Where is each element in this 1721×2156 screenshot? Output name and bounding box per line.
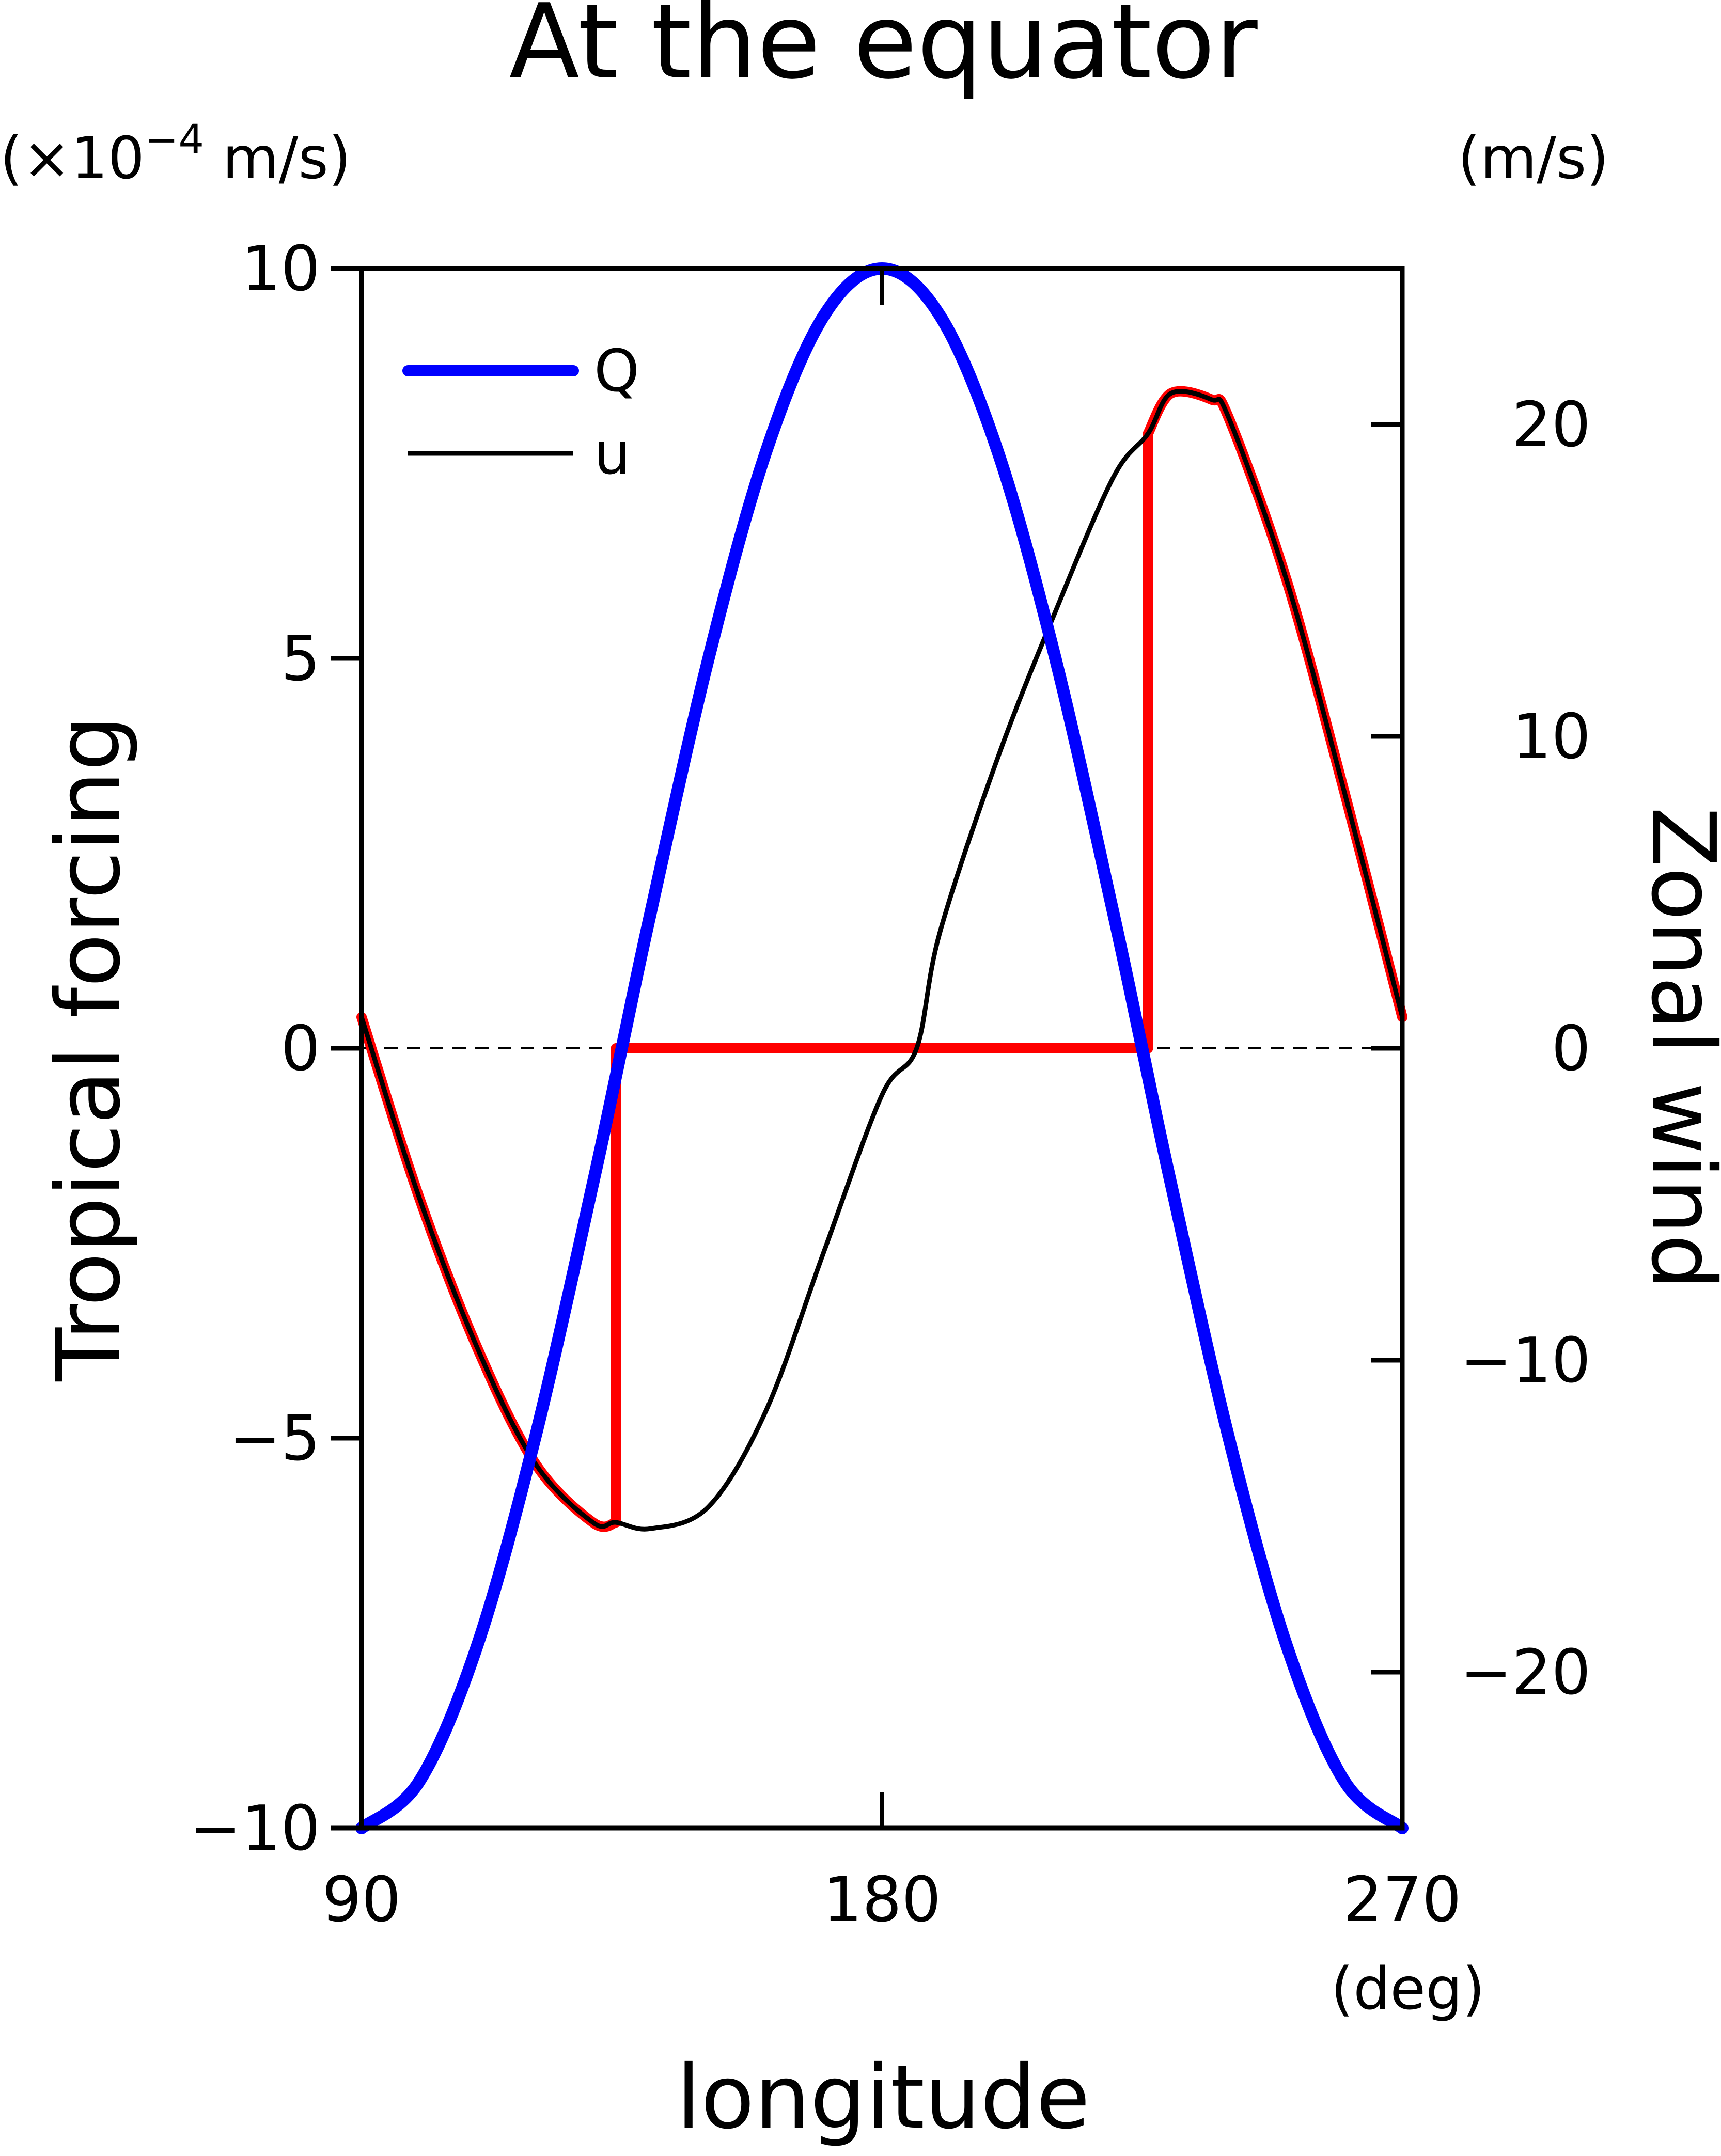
y-tick-label-left: 5 xyxy=(281,623,320,695)
legend: Q u xyxy=(402,338,639,487)
series-u-masked-line xyxy=(356,386,1407,1532)
left-axis-unit-base: (×10 xyxy=(0,125,145,192)
y-tick-label-right: −10 xyxy=(1460,1325,1591,1397)
y-axis-label-left: Tropical forcing xyxy=(38,715,140,1381)
left-axis-unit: (×10−4 m/s) xyxy=(0,117,351,192)
y-tick-label-right: 10 xyxy=(1512,701,1591,773)
x-axis-label: longitude xyxy=(676,2047,1090,2149)
right-axis-unit: (m/s) xyxy=(1458,125,1609,192)
y-tick-label-right: −20 xyxy=(1460,1637,1591,1709)
plot-area: −10 −5 0 5 10 −20 −10 0 10 20 90 180 270 xyxy=(190,233,1591,1936)
x-tick-label: 90 xyxy=(322,1864,401,1936)
y-tick-label-left: −5 xyxy=(229,1403,320,1475)
left-axis-unit-tail: m/s) xyxy=(204,125,351,192)
y-axis-label-right: Zonal wind xyxy=(1632,807,1721,1290)
y-tick-label-right: 0 xyxy=(1552,1013,1591,1085)
y-tick-label-left: 0 xyxy=(281,1013,320,1085)
y-tick-label-left: −10 xyxy=(190,1793,320,1865)
left-axis-unit-exponent: −4 xyxy=(145,117,204,163)
legend-label-u: u xyxy=(594,420,631,487)
series-u-line xyxy=(359,389,1405,1532)
x-tick-label: 180 xyxy=(823,1864,941,1936)
x-axis-unit: (deg) xyxy=(1331,1956,1485,2023)
y-tick-label-right: 20 xyxy=(1512,389,1591,461)
legend-label-q: Q xyxy=(594,338,639,405)
chart-title: At the equator xyxy=(509,0,1258,102)
y-tick-label-left: 10 xyxy=(241,233,320,305)
x-tick-label: 270 xyxy=(1343,1864,1461,1936)
